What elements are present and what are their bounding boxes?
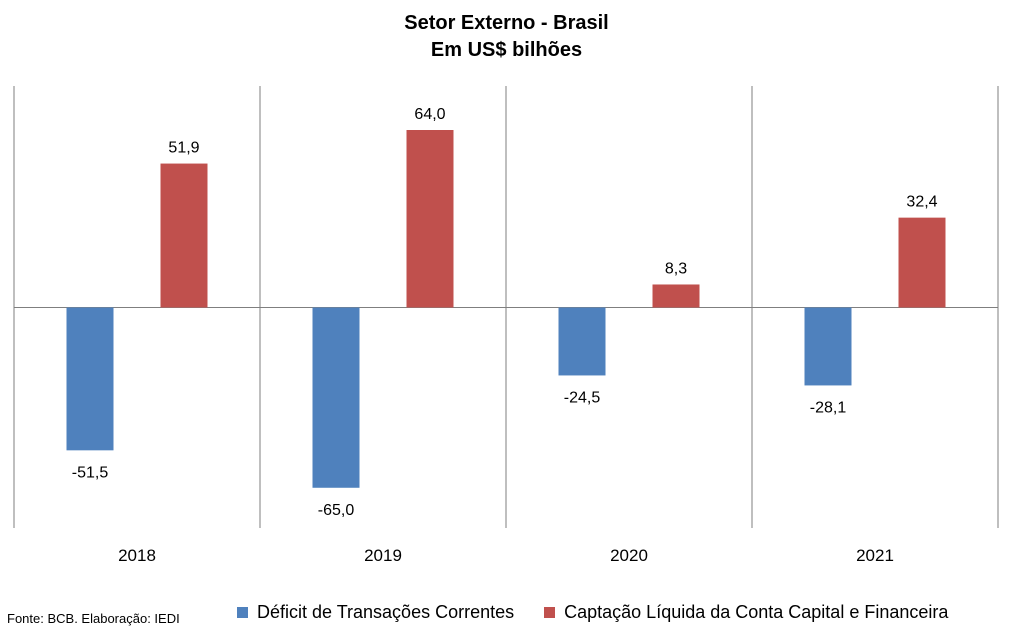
data-label-captacao-2020: 8,3 (665, 260, 687, 277)
legend-label-captacao: Captação Líquida da Conta Capital e Fina… (564, 602, 949, 622)
bar-captacao-2021 (898, 217, 946, 308)
chart-title-text: Setor Externo - Brasil (404, 12, 609, 34)
data-label-deficit-2021: -28,1 (810, 399, 847, 416)
chart-title: Setor Externo - Brasil Em US$ bilhões (0, 10, 1013, 64)
legend: Déficit de Transações Correntes Captação… (237, 602, 978, 623)
data-label-deficit-2018: -51,5 (72, 464, 109, 481)
data-label-captacao-2021: 32,4 (906, 194, 937, 211)
legend-swatch-captacao (544, 607, 556, 618)
legend-label-deficit: Déficit de Transações Correntes (257, 602, 515, 622)
x-tick-label-2018: 2018 (118, 546, 156, 565)
x-tick-label-2019: 2019 (364, 546, 402, 565)
bar-captacao-2019 (406, 130, 454, 308)
legend-item-deficit: Déficit de Transações Correntes (237, 602, 514, 623)
bar-captacao-2020 (652, 284, 700, 308)
bar-captacao-2018 (160, 163, 208, 308)
x-tick-label-2020: 2020 (610, 546, 648, 565)
chart-subtitle-text: Em US$ bilhões (430, 39, 583, 61)
x-tick-label-2021: 2021 (856, 546, 894, 565)
bar-deficit-2018 (66, 307, 114, 451)
data-label-captacao-2018: 51,9 (168, 140, 199, 157)
legend-item-captacao: Captação Líquida da Conta Capital e Fina… (544, 602, 948, 623)
chart-plot: -51,5 51,9 2018 -65,0 64,0 2019 -24,5 8,3 2020 -2… (13, 86, 999, 565)
data-label-deficit-2019: -65,0 (318, 502, 355, 519)
data-label-deficit-2020: -24,5 (564, 389, 601, 406)
source-note: Fonte: BCB. Elaboração: IEDI (7, 611, 180, 626)
bar-deficit-2021 (804, 307, 852, 386)
legend-swatch-deficit (237, 607, 248, 618)
bar-deficit-2019 (312, 307, 360, 488)
bar-deficit-2020 (558, 307, 606, 376)
data-label-captacao-2019: 64,0 (414, 106, 445, 123)
